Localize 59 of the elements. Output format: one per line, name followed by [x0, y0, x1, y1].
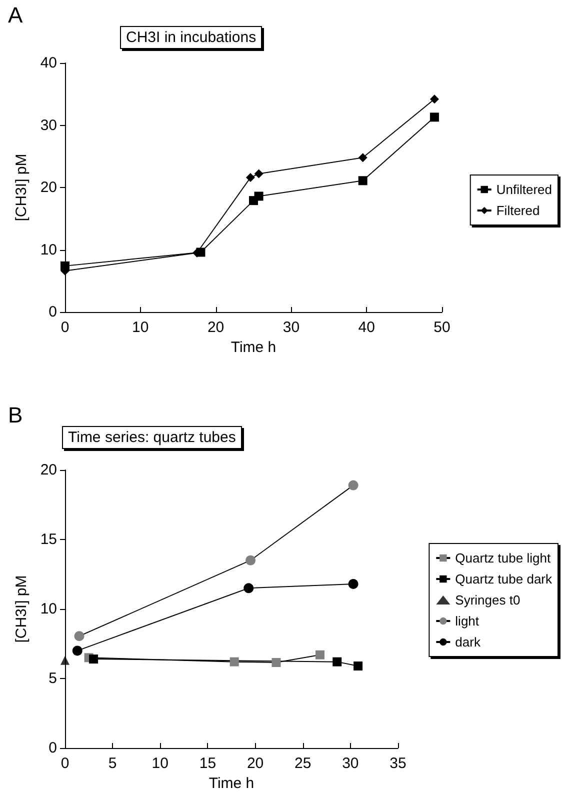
point [254, 192, 264, 201]
legend-label: light [455, 614, 480, 628]
point [348, 480, 358, 490]
point [74, 631, 84, 642]
point [89, 654, 98, 664]
legend-label: Unfiltered [496, 182, 552, 197]
point [358, 176, 368, 186]
point [60, 656, 70, 665]
point [230, 657, 239, 666]
x-tick-label: 10 [152, 755, 168, 772]
legend-label: Filtered [496, 203, 540, 218]
x-tick-label: 40 [358, 319, 375, 336]
x-tick-label: 0 [60, 755, 70, 772]
x-tick-label: 50 [434, 319, 450, 336]
x-tick-label: 5 [108, 755, 117, 772]
legend-label: Syringes t0 [455, 592, 520, 608]
y-tick-label: 10 [40, 241, 57, 258]
y-tick-label: 15 [40, 531, 57, 548]
x-tick-label: 30 [342, 755, 359, 772]
legend-label: Quartz tube dark [455, 572, 552, 586]
x-axis-title: Time h [230, 338, 276, 356]
point [244, 583, 254, 594]
y-tick-label: 0 [48, 740, 57, 756]
y-tick-label: 20 [40, 179, 57, 196]
chart-title: CH3I in incubations [126, 29, 256, 46]
point [430, 94, 439, 104]
point [72, 646, 82, 656]
x-tick-label: 10 [132, 319, 149, 336]
x-tick-label: 30 [282, 319, 300, 336]
y-tick-label: 10 [40, 600, 57, 618]
x-tick-label: 20 [207, 319, 224, 336]
point [315, 650, 324, 660]
point [430, 112, 439, 122]
legend-label: Quartz tube light [455, 550, 551, 566]
point [354, 661, 363, 670]
x-tick-label: 20 [246, 755, 264, 772]
point [272, 658, 281, 668]
y-tick-label: 5 [48, 670, 57, 687]
point [246, 173, 255, 182]
point [348, 578, 358, 589]
x-tick-label: 15 [199, 755, 216, 772]
y-axis-title: [CH3I] pM [13, 575, 30, 643]
point [246, 555, 256, 566]
y-axis-title: [CH3I] pM [13, 154, 30, 222]
x-tick-label: 35 [390, 755, 406, 772]
x-axis-title: Time h [208, 774, 254, 792]
y-tick-label: 40 [40, 54, 57, 72]
y-tick-label: 0 [48, 304, 57, 320]
point [254, 169, 264, 178]
y-tick-label: 20 [40, 462, 57, 478]
x-tick-label: 0 [60, 319, 70, 336]
text: A [8, 2, 23, 28]
chart-title: Time series: quartz tubes [68, 429, 236, 446]
text: B [8, 402, 23, 428]
legend-label: dark [455, 634, 481, 650]
point [332, 657, 342, 666]
point [358, 153, 368, 162]
y-tick-label: 30 [40, 116, 57, 134]
x-tick-label: 25 [294, 755, 312, 772]
